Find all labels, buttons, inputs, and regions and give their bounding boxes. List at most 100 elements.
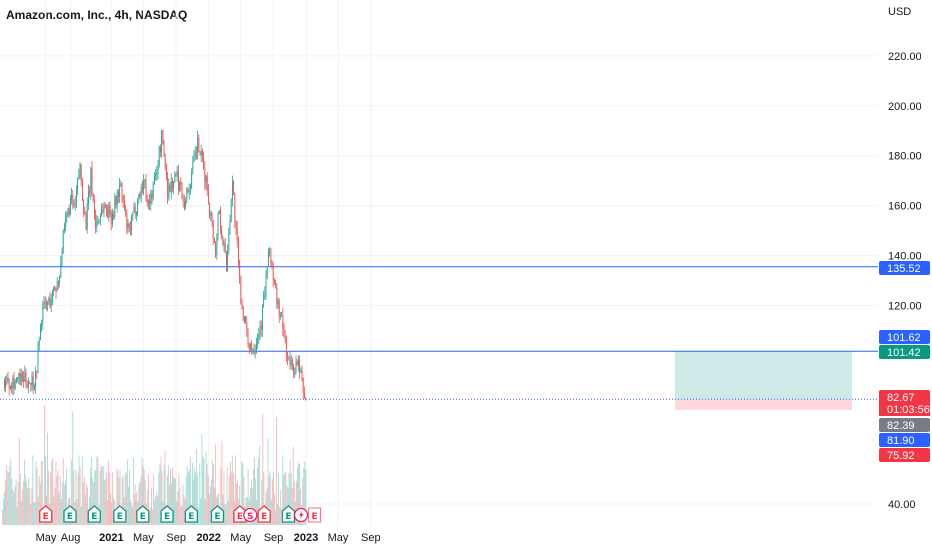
candle-body: [142, 187, 143, 191]
candle-body: [164, 156, 166, 169]
volume-bar: [2, 509, 3, 525]
x-tick-label: May: [133, 532, 154, 544]
x-tick-label: Sep: [166, 532, 186, 544]
split-marker[interactable]: S: [243, 507, 258, 523]
candle-body: [74, 202, 76, 206]
event-label: E: [311, 512, 317, 522]
volume-bar: [207, 476, 209, 525]
earnings-marker[interactable]: E: [184, 505, 199, 523]
volume-bar: [82, 482, 84, 525]
earnings-marker[interactable]: E: [160, 505, 174, 523]
horizontal-lines[interactable]: [0, 266, 878, 400]
candle-body: [96, 222, 98, 228]
x-tick-label: 2022: [196, 532, 220, 544]
candle-body: [19, 372, 21, 385]
candle-body: [42, 306, 44, 323]
volume-bar: [45, 456, 46, 525]
volume-bar: [272, 471, 274, 525]
x-tick-label: 2023: [294, 532, 318, 544]
candle-body: [97, 220, 99, 223]
candle-body: [170, 180, 172, 193]
volume-bar: [266, 488, 268, 525]
volume-bar: [75, 469, 77, 525]
candle-body: [89, 191, 91, 194]
candle-body: [229, 221, 231, 233]
candle-body: [53, 286, 55, 291]
volume-bar: [108, 460, 109, 525]
volume-bar: [5, 480, 6, 525]
profit-zone[interactable]: [675, 351, 852, 400]
candle-body: [6, 377, 8, 380]
candle-body: [10, 385, 11, 389]
volume-bar: [196, 449, 198, 525]
volume-bar: [103, 480, 105, 525]
volume-bar: [288, 472, 290, 525]
volume-bar: [73, 470, 75, 525]
volume-bar: [18, 438, 20, 525]
volume-bar: [285, 471, 287, 525]
volume-bar: [255, 478, 256, 525]
earnings-marker[interactable]: E: [87, 505, 101, 523]
candle-body: [150, 193, 152, 205]
candle-body: [211, 212, 213, 221]
candle-body: [100, 215, 101, 220]
volume-bar: [262, 414, 264, 525]
volume-bar: [57, 470, 59, 525]
volume-bar: [91, 457, 93, 525]
candle-body: [281, 314, 283, 316]
price-label: 81.90: [887, 435, 915, 447]
earnings-marker[interactable]: E: [281, 505, 296, 523]
earnings-marker[interactable]: E: [210, 505, 225, 523]
time-axis[interactable]: May Aug 2021 May Sep 2022 May Sep 2023 May Sep: [36, 532, 381, 544]
earnings-marker[interactable]: E: [308, 507, 322, 523]
candle-body: [158, 146, 160, 167]
candle-body: [16, 377, 17, 382]
candle-body: [275, 282, 277, 288]
volume-bar: [55, 461, 57, 525]
candle-body: [292, 360, 293, 366]
earnings-marker[interactable]: E: [39, 505, 53, 523]
earnings-marker[interactable]: E: [113, 505, 127, 523]
volume-bar: [225, 505, 227, 525]
volume-bar: [53, 496, 55, 525]
candle-body: [84, 213, 86, 214]
volume-bar: [178, 474, 180, 525]
price-badge-red: 75.92: [879, 448, 930, 462]
volume-bar: [94, 470, 96, 525]
volume-bar: [40, 461, 42, 525]
news-lightning-icon[interactable]: [293, 507, 309, 523]
price-label: 75.92: [887, 450, 915, 462]
x-tick-label: Aug: [61, 532, 81, 544]
volume-bar: [150, 507, 151, 525]
volume-bar: [202, 456, 204, 525]
price-badge-red: 82.67: [879, 390, 930, 404]
volume-bar: [170, 468, 171, 525]
volume-bar: [152, 509, 153, 525]
stop-zone[interactable]: [675, 399, 852, 410]
candle-body: [167, 178, 169, 198]
volume-bar: [101, 466, 103, 525]
earnings-marker[interactable]: E: [136, 505, 150, 523]
price-axis[interactable]: USD 220.00 200.00 180.00 160.00 140.00 120.00…: [888, 6, 922, 511]
candle-body: [242, 307, 244, 321]
earnings-marker[interactable]: E: [257, 505, 271, 523]
volume-bar: [231, 455, 233, 525]
price-badge-red: 01:03:56: [879, 402, 930, 416]
long-position-zone[interactable]: [675, 351, 852, 410]
volume-bar: [118, 477, 120, 525]
volume-bar: [17, 482, 19, 525]
volume-bar: [77, 472, 79, 525]
volume-bar: [204, 499, 206, 525]
volume-bar: [209, 486, 211, 525]
earnings-marker[interactable]: E: [63, 505, 77, 523]
candle-body: [257, 340, 259, 343]
candle-body: [76, 191, 77, 203]
candle-body: [166, 168, 167, 179]
candle-body: [200, 151, 202, 156]
candles: [4, 129, 307, 401]
candle-body: [28, 382, 29, 387]
x-tick-label: 2021: [99, 532, 123, 544]
